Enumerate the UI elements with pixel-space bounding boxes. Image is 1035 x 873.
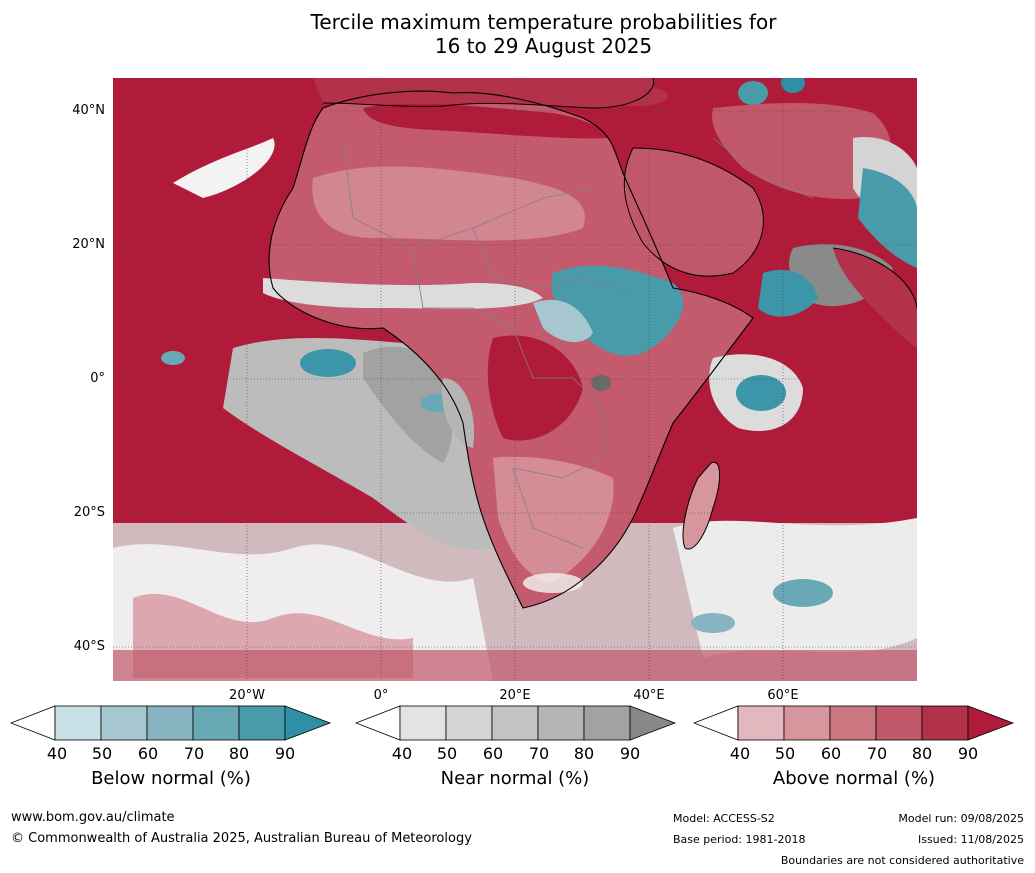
tick: 70 [183, 744, 205, 763]
arabian-sea-blue [758, 269, 818, 317]
tick: 40 [391, 744, 413, 763]
footer-issued: Issued: 11/08/2025 [917, 833, 1024, 846]
colorbar-bin [146, 705, 194, 741]
tick: 90 [957, 744, 979, 763]
colorbar-above-normal [693, 705, 1015, 741]
colorbar-near-label: Near normal (%) [440, 768, 590, 789]
colorbar-high-arrow [284, 705, 332, 741]
colorbar-below-label: Below normal (%) [91, 768, 251, 789]
small-blue-spot [161, 351, 185, 365]
footer-model-run: Model run: 09/08/2025 [898, 812, 1024, 825]
tick: 40 [729, 744, 751, 763]
east-africa-light-blue [533, 299, 593, 343]
europe-coastline [322, 78, 655, 109]
lon-label-20e: 20°E [499, 688, 531, 703]
colorbar-bin [100, 705, 148, 741]
india-coastline [832, 247, 917, 309]
colorbar-bin [491, 705, 539, 741]
tick: 60 [482, 744, 504, 763]
colorbar-bin [921, 705, 969, 741]
tick: 80 [228, 744, 250, 763]
lon-label-0: 0° [373, 688, 389, 703]
india-land [833, 248, 917, 348]
tick: 40 [46, 744, 68, 763]
south-indian-blue-1 [773, 579, 833, 607]
colorbar-bin [445, 705, 493, 741]
colorbar-above-label: Above normal (%) [772, 768, 936, 789]
colorbar-near-normal [355, 705, 677, 741]
madagascar-coastline [682, 461, 720, 550]
iran-land [712, 103, 892, 199]
tick: 50 [436, 744, 458, 763]
south-africa-white [523, 573, 583, 593]
africa-coastline [268, 90, 754, 609]
title-line-2: 16 to 29 August 2025 [434, 34, 653, 58]
tick: 80 [573, 744, 595, 763]
colorbar-low-arrow [693, 705, 739, 741]
colorbar-bin [875, 705, 923, 741]
north-atlantic-white [173, 138, 275, 198]
lon-label-40e: 40°E [633, 688, 665, 703]
country-borders [342, 137, 814, 549]
lon-label-20w: 20°W [229, 688, 265, 703]
atlantic-blue-patch [300, 349, 356, 377]
tick: 90 [274, 744, 296, 763]
colorbar-bin [829, 705, 877, 741]
tick: 70 [866, 744, 888, 763]
footer-website: www.bom.gov.au/climate [11, 810, 175, 825]
colorbar-high-arrow [629, 705, 677, 741]
lat-label-20s: 20°S [73, 505, 105, 520]
lon-label-60e: 60°E [767, 688, 799, 703]
title-line-1: Tercile maximum temperature probabilitie… [310, 10, 777, 34]
southern-africa-mid [493, 456, 614, 583]
colorbar-high-arrow [967, 705, 1015, 741]
sahel-grey [263, 278, 543, 309]
lat-label-40s: 40°S [73, 639, 105, 654]
footer-base-period: Base period: 1981-2018 [673, 833, 806, 846]
colorbar-below-normal [10, 705, 332, 741]
colorbar-bin [399, 705, 447, 741]
arabia-land [624, 148, 764, 277]
madagascar [683, 462, 720, 549]
colorbar-bin [537, 705, 585, 741]
colorbar-bin [238, 705, 286, 741]
colorbar-bin [737, 705, 785, 741]
tick: 50 [91, 744, 113, 763]
footer-model: Model: ACCESS-S2 [673, 812, 775, 825]
colorbar-low-arrow [10, 705, 56, 741]
lake-victoria-grey [591, 375, 611, 391]
probability-map [113, 78, 917, 681]
lat-label-20n: 20°N [72, 237, 105, 252]
lat-label-40n: 40°N [72, 103, 105, 118]
footer-disclaimer: Boundaries are not considered authoritat… [780, 854, 1024, 867]
colorbar-bin [192, 705, 240, 741]
footer-copyright: © Commonwealth of Australia 2025, Austra… [11, 831, 472, 846]
colorbar-low-arrow [355, 705, 401, 741]
colorbar-bin [783, 705, 831, 741]
colorbar-bin [583, 705, 631, 741]
tick: 80 [911, 744, 933, 763]
indian-ocean-blue [736, 375, 786, 411]
tick: 50 [774, 744, 796, 763]
india-blue [858, 168, 917, 268]
mediterranean-sea [363, 103, 613, 139]
graticule [113, 78, 917, 681]
sahara-lighter [312, 166, 585, 241]
tick: 90 [619, 744, 641, 763]
tick: 70 [528, 744, 550, 763]
tick: 60 [820, 744, 842, 763]
south-indian-blue-2 [691, 613, 735, 633]
map-title: Tercile maximum temperature probabilitie… [0, 10, 1035, 58]
black-sea [608, 86, 668, 106]
central-africa-deep [487, 335, 583, 441]
arabia-coastline [623, 147, 764, 277]
caspian-cyan [781, 78, 805, 93]
caspian-blue [738, 81, 768, 105]
tick: 60 [137, 744, 159, 763]
colorbar-bin [54, 705, 102, 741]
atlantic-dark-grey [363, 346, 453, 463]
lat-label-0: 0° [90, 371, 105, 386]
